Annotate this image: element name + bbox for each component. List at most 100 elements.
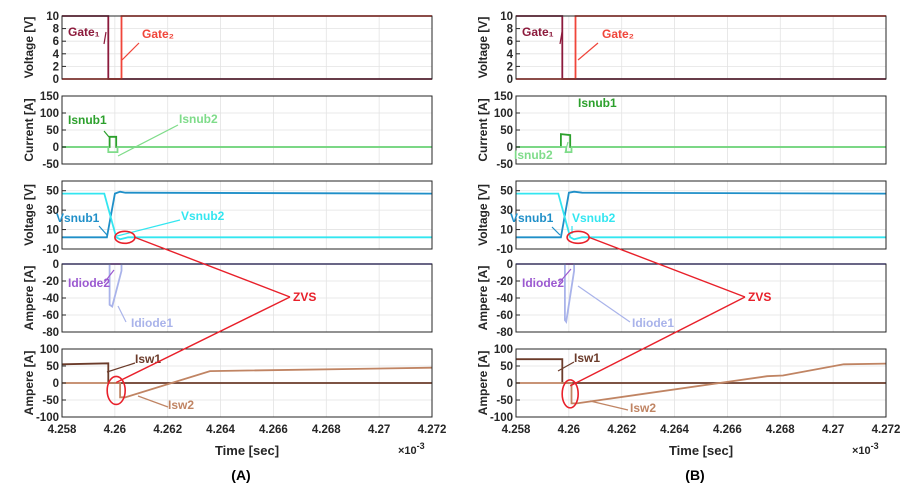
annotation-leader (117, 305, 127, 323)
zvs-leader (588, 236, 746, 298)
annotation-leader (106, 362, 136, 373)
zvs-ellipse (106, 375, 126, 406)
y-tick-label: -10 (496, 244, 513, 256)
y-tick-label: 50 (46, 361, 59, 373)
y-tick-label: -50 (42, 159, 59, 171)
series-annotation: Gate₁ (68, 25, 100, 39)
y-tick-label: -100 (36, 412, 59, 424)
zvs-label: ZVS (748, 290, 771, 304)
y-tick-label: -20 (496, 276, 513, 288)
y-tick-label: 2 (53, 61, 59, 73)
series-line-isw2 (62, 366, 432, 399)
series-annotation: Gate₂ (142, 27, 174, 41)
y-tick-label: 0 (53, 142, 59, 154)
x-tick-label: 4.258 (48, 424, 77, 436)
series-annotation: Isnub2 (514, 148, 553, 162)
annotation-leader (121, 42, 140, 61)
series-annotation: Idiode2 (522, 276, 564, 290)
y-tick-label: -60 (42, 310, 59, 322)
panel-1-4: -80 -60 -40 -20 0 Ampere [A] Idiode2 Idiode1 (22, 259, 433, 339)
series-line-isnub1 (62, 135, 432, 148)
x-axis-label: Time [sec] (669, 443, 733, 458)
zvs-label: ZVS (293, 290, 316, 304)
x-tick-label: 4.272 (872, 424, 901, 436)
y-tick-label: 0 (507, 142, 513, 154)
annotation-leader (103, 269, 115, 284)
annotation-leader (577, 42, 599, 61)
series-line-vsnub2 (62, 192, 432, 241)
series-line-vsnub1 (62, 190, 432, 239)
series-annotation: Gate₁ (522, 25, 554, 39)
series-annotation: Idiode1 (632, 316, 674, 330)
series-annotation: Isw1 (574, 351, 600, 365)
y-axis-label: Voltage [V] (476, 17, 490, 79)
series-annotation: Isw1 (135, 352, 161, 366)
y-tick-label: 10 (500, 225, 513, 237)
series-annotation: Idiode1 (131, 316, 173, 330)
y-tick-label: 10 (46, 225, 59, 237)
series-line-isw1 (62, 362, 432, 384)
y-tick-label: 100 (40, 108, 59, 120)
y-tick-label: 50 (46, 186, 59, 198)
y-tick-label: 30 (500, 205, 513, 217)
y-tick-label: -40 (42, 293, 59, 305)
y-tick-label: 50 (500, 186, 513, 198)
series-line-gate (62, 15, 432, 80)
series-line-gate (62, 15, 432, 80)
figure-caption: (A) (231, 467, 250, 483)
y-axis-label: Ampere [A] (476, 351, 490, 416)
series-annotation: Isw2 (168, 398, 194, 412)
y-tick-label: 2 (507, 61, 513, 73)
series-line-idiode1 (62, 263, 432, 308)
axes-box (61, 15, 433, 80)
x-tick-label: 4.262 (153, 424, 182, 436)
panel-2-4: -80 -60 -40 -20 0 Ampere [A] Idiode2 Idiode1 (476, 259, 887, 339)
y-tick-label: 0 (507, 259, 513, 271)
x-tick-label: 4.27 (368, 424, 390, 436)
annotation-leader (557, 361, 575, 372)
y-tick-label: -100 (490, 412, 513, 424)
y-axis-label: Current [A] (22, 98, 36, 161)
y-tick-label: 100 (494, 344, 513, 356)
annotation-leader (589, 400, 629, 411)
y-tick-label: -80 (496, 327, 513, 339)
x-tick-label: 4.266 (259, 424, 288, 436)
series-annotation: Vsnub1 (510, 211, 554, 225)
annotation-leader (117, 124, 179, 157)
x-tick-label: 4.264 (206, 424, 235, 436)
series-annotation: Vsnub2 (572, 211, 616, 225)
y-tick-label: 50 (500, 361, 513, 373)
x-tick-label: 4.26 (558, 424, 580, 436)
y-axis-label: Ampere [A] (476, 266, 490, 331)
series-annotation: Isw2 (630, 401, 656, 415)
x-tick-label: 4.264 (660, 424, 689, 436)
x-tick-label: 4.272 (418, 424, 447, 436)
y-tick-label: 6 (53, 36, 59, 48)
y-tick-label: 150 (494, 91, 513, 103)
panel-1-3: -10 10 30 50 Voltage [V] Vsnub1 Vsnub2 (22, 180, 433, 256)
annotation-leader (558, 268, 572, 284)
panel-2-5: -100 -50 0 50 100 Ampere [A] Isw1 Isw2 (476, 344, 887, 424)
y-tick-label: 6 (507, 36, 513, 48)
y-tick-label: 8 (53, 24, 60, 36)
series-line-gate (516, 15, 886, 80)
y-tick-label: 4 (53, 49, 60, 61)
y-tick-label: 100 (40, 344, 59, 356)
annotation-leader (116, 219, 181, 237)
series-line-isnub2 (516, 146, 886, 154)
panel-2-2: -50 0 50 100 150 Current [A] Isnub1 Isnub2 (476, 91, 887, 171)
x-tick-label: 4.258 (502, 424, 531, 436)
zvs-leader (569, 296, 746, 387)
series-annotation: Gate₂ (602, 27, 634, 41)
y-tick-label: -80 (42, 327, 59, 339)
y-tick-label: 50 (500, 125, 513, 137)
annotation-leader (137, 395, 169, 408)
series-line-isnub2 (62, 146, 432, 154)
y-axis-label: Voltage [V] (22, 17, 36, 79)
annotation-leader (103, 31, 107, 45)
annotation-leader (559, 31, 563, 45)
